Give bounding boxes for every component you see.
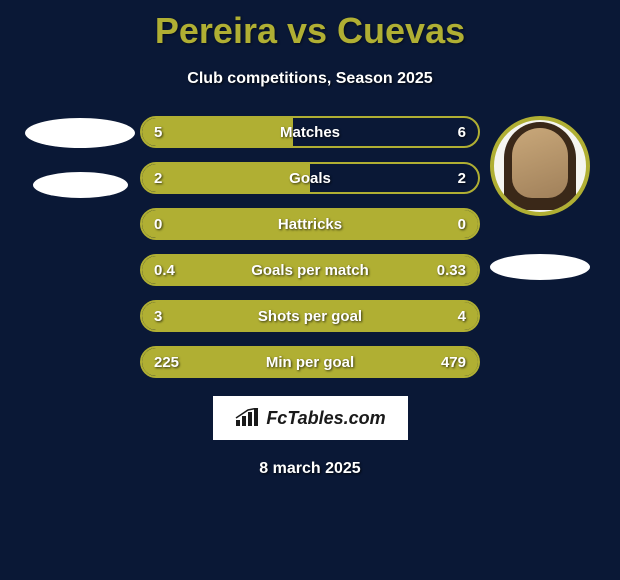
left-player-ellipse-2 (33, 172, 128, 198)
stat-label: Goals (289, 170, 331, 187)
stat-value-left: 5 (154, 124, 162, 141)
stat-row: 0.4 Goals per match 0.33 (140, 254, 480, 286)
left-player-ellipse-1 (25, 118, 135, 148)
stat-label: Shots per goal (258, 308, 362, 325)
stat-fill-left (142, 118, 293, 146)
stat-value-right: 4 (458, 308, 466, 325)
player-right-column (480, 116, 600, 280)
stat-value-right: 0 (458, 216, 466, 233)
stats-column: 5 Matches 6 2 Goals 2 0 Hattricks 0 0.4 Goals per … (140, 116, 480, 378)
stat-label: Min per goal (266, 354, 354, 371)
logo-text: FcTables.com (266, 408, 385, 429)
content-area: 5 Matches 6 2 Goals 2 0 Hattricks 0 0.4 Goals per … (0, 116, 620, 378)
stat-row: 3 Shots per goal 4 (140, 300, 480, 332)
stat-value-left: 0 (154, 216, 162, 233)
stat-fill-left (142, 164, 310, 192)
stat-row: 5 Matches 6 (140, 116, 480, 148)
stat-row: 225 Min per goal 479 (140, 346, 480, 378)
chart-icon (234, 408, 260, 428)
page-title: Pereira vs Cuevas (0, 0, 620, 52)
subtitle: Club competitions, Season 2025 (0, 70, 620, 88)
stat-value-left: 225 (154, 354, 179, 371)
logo-box: FcTables.com (213, 396, 408, 440)
stat-value-right: 6 (458, 124, 466, 141)
stat-label: Goals per match (251, 262, 369, 279)
stat-row: 2 Goals 2 (140, 162, 480, 194)
stat-label: Matches (280, 124, 340, 141)
player-left-column (20, 116, 140, 198)
stat-value-right: 479 (441, 354, 466, 371)
right-player-ellipse (490, 254, 590, 280)
stat-value-left: 2 (154, 170, 162, 187)
stat-value-right: 2 (458, 170, 466, 187)
date-text: 8 march 2025 (0, 460, 620, 478)
stat-value-left: 0.4 (154, 262, 175, 279)
stat-label: Hattricks (278, 216, 342, 233)
stat-row: 0 Hattricks 0 (140, 208, 480, 240)
stat-value-right: 0.33 (437, 262, 466, 279)
stat-value-left: 3 (154, 308, 162, 325)
right-player-avatar (490, 116, 590, 216)
